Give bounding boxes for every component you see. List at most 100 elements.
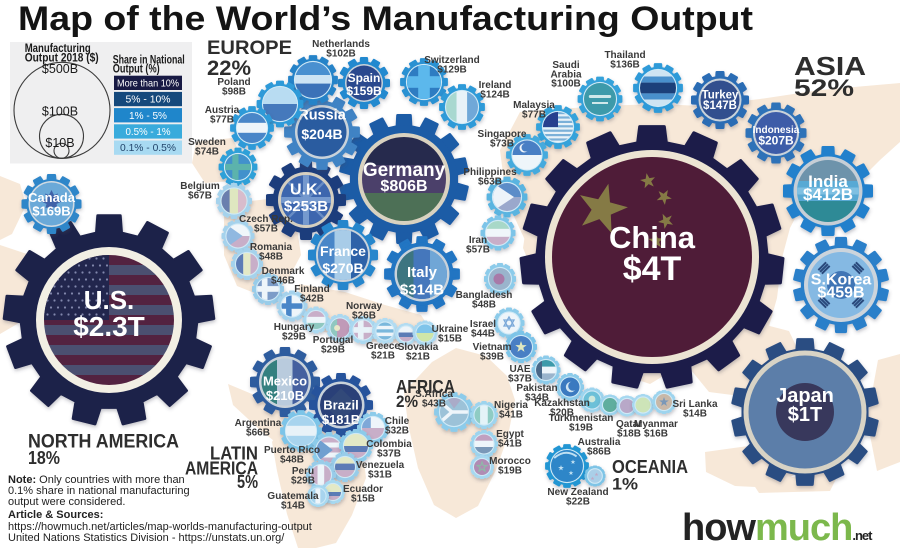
svg-text:Iran: Iran <box>469 235 487 246</box>
svg-text:$26B: $26B <box>352 310 376 321</box>
svg-text:LATIN: LATIN <box>210 444 258 464</box>
svg-text:$181B: $181B <box>322 412 360 427</box>
svg-text:Malaysia: Malaysia <box>513 100 555 111</box>
svg-text:Finland: Finland <box>294 284 330 295</box>
svg-text:$19B: $19B <box>498 465 522 476</box>
svg-text:Puerto Rico: Puerto Rico <box>264 445 320 456</box>
svg-text:5%: 5% <box>237 472 258 492</box>
svg-text:Turkmenistan: Turkmenistan <box>549 413 614 424</box>
svg-text:Thailand: Thailand <box>604 50 645 61</box>
svg-text:More than 10%: More than 10% <box>117 77 179 89</box>
svg-text:Colombia: Colombia <box>366 439 412 450</box>
svg-text:Output 2018 ($): Output 2018 ($) <box>25 53 99 65</box>
svg-text:Morocco: Morocco <box>489 456 531 467</box>
svg-text:$124B: $124B <box>480 89 509 100</box>
svg-text:Spain: Spain <box>348 71 381 85</box>
svg-text:$29B: $29B <box>291 475 315 486</box>
svg-text:Ukraine: Ukraine <box>432 324 469 335</box>
svg-text:$22B: $22B <box>566 496 590 507</box>
svg-text:$100B: $100B <box>42 105 78 119</box>
svg-text:Switzerland: Switzerland <box>424 55 480 66</box>
svg-text:$48B: $48B <box>259 251 283 262</box>
svg-text:$253B: $253B <box>284 198 328 215</box>
svg-text:Ecuador: Ecuador <box>343 484 383 495</box>
svg-text:AFRICA: AFRICA <box>396 377 455 397</box>
svg-text:Output (%): Output (%) <box>113 63 160 75</box>
svg-text:$1T: $1T <box>788 404 822 426</box>
svg-text:$48B: $48B <box>280 454 304 465</box>
svg-text:$136B: $136B <box>610 59 639 70</box>
svg-text:S.Africa: S.Africa <box>415 389 453 400</box>
svg-text:$67B: $67B <box>188 190 212 201</box>
svg-text:$77B: $77B <box>522 109 546 120</box>
svg-text:Portugal: Portugal <box>313 335 354 346</box>
svg-text:Philippines: Philippines <box>463 167 517 178</box>
svg-text:Manufacturing: Manufacturing <box>25 43 91 55</box>
svg-text:$37B: $37B <box>508 373 532 384</box>
svg-text:$806B: $806B <box>380 178 427 195</box>
svg-text:AMERICA: AMERICA <box>185 458 258 478</box>
svg-text:$98B: $98B <box>222 86 246 97</box>
svg-text:Arabia: Arabia <box>550 69 582 80</box>
svg-text:$46B: $46B <box>271 275 295 286</box>
svg-text:$210B: $210B <box>266 388 304 403</box>
svg-text:$42B: $42B <box>300 293 324 304</box>
svg-text:$32B: $32B <box>385 425 409 436</box>
svg-text:Singapore: Singapore <box>478 129 527 140</box>
svg-text:Bangladesh: Bangladesh <box>456 290 513 301</box>
svg-text:Sweden: Sweden <box>188 137 226 148</box>
svg-text:$2.3T: $2.3T <box>73 311 145 342</box>
svg-text:18%: 18% <box>28 448 60 468</box>
svg-text:$15B: $15B <box>438 333 462 344</box>
svg-text:Japan: Japan <box>776 385 834 407</box>
svg-text:U.K.: U.K. <box>290 182 322 199</box>
svg-text:Canada: Canada <box>28 190 76 205</box>
svg-text:Greece: Greece <box>366 341 400 352</box>
svg-text:$10B: $10B <box>45 136 74 150</box>
svg-text:$57B: $57B <box>254 223 278 234</box>
svg-text:$41B: $41B <box>499 409 523 420</box>
svg-text:$15B: $15B <box>351 493 375 504</box>
svg-text:$39B: $39B <box>480 351 504 362</box>
svg-text:$314B: $314B <box>400 282 444 299</box>
svg-text:$16B: $16B <box>644 428 668 439</box>
svg-text:0.5% - 1%: 0.5% - 1% <box>126 126 171 138</box>
svg-text:Nigeria: Nigeria <box>494 400 528 411</box>
svg-text:1% - 5%: 1% - 5% <box>129 110 167 122</box>
svg-text:$159B: $159B <box>346 84 382 98</box>
svg-text:$73B: $73B <box>490 138 514 149</box>
svg-text:EUROPE: EUROPE <box>207 38 292 59</box>
svg-text:$18B: $18B <box>617 428 641 439</box>
svg-text:$44B: $44B <box>471 328 495 339</box>
svg-text:$169B: $169B <box>32 204 70 219</box>
svg-text:$74B: $74B <box>195 146 219 157</box>
svg-text:$100B: $100B <box>551 79 580 90</box>
svg-text:$21B: $21B <box>371 350 395 361</box>
svg-text:$86B: $86B <box>587 446 611 457</box>
svg-text:howmuch.net: howmuch.net <box>682 507 873 548</box>
svg-text:U.S.: U.S. <box>84 285 135 315</box>
svg-text:Czech Rep.: Czech Rep. <box>239 214 293 225</box>
svg-text:India: India <box>808 172 848 191</box>
svg-text:UAE: UAE <box>509 364 530 375</box>
svg-text:Share in National: Share in National <box>113 55 185 67</box>
svg-text:Romania: Romania <box>250 242 293 253</box>
svg-text:$102B: $102B <box>326 48 355 59</box>
svg-text:$14B: $14B <box>281 500 305 511</box>
svg-text:Belgium: Belgium <box>180 181 220 192</box>
svg-text:2%: 2% <box>396 392 418 411</box>
svg-text:0.1% share in national manufac: 0.1% share in national manufacturing <box>8 485 190 497</box>
svg-text:$29B: $29B <box>282 331 306 342</box>
svg-text:$4T: $4T <box>623 250 682 288</box>
svg-text:NORTH AMERICA: NORTH AMERICA <box>28 432 179 453</box>
svg-text:Note: Only countries with more: Note: Only countries with more than <box>8 474 185 486</box>
svg-text:Pakistan: Pakistan <box>516 383 557 394</box>
svg-text:0.1% - 0.5%: 0.1% - 0.5% <box>120 142 176 154</box>
svg-text:Guatemala: Guatemala <box>267 491 319 502</box>
svg-text:$29B: $29B <box>321 344 345 355</box>
svg-text:OCEANIA: OCEANIA <box>612 457 688 477</box>
svg-text:Slovakia: Slovakia <box>398 342 439 353</box>
svg-text:$41B: $41B <box>498 438 522 449</box>
svg-text:Myanmar: Myanmar <box>634 419 678 430</box>
svg-text:$19B: $19B <box>569 422 593 433</box>
